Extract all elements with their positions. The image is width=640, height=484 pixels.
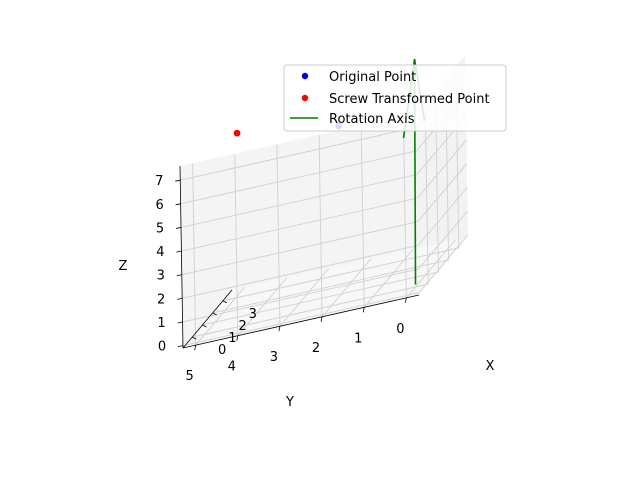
grid-line-z-side xyxy=(181,197,418,252)
z-tick xyxy=(177,345,184,348)
grid-line-z-back xyxy=(418,210,468,270)
x-axis-line xyxy=(182,289,233,349)
grid-line-z-side xyxy=(182,292,420,347)
y-tick-label: 1 xyxy=(354,331,362,346)
grid-line-y-side xyxy=(402,115,407,298)
screw-transformed-point xyxy=(233,129,241,137)
x-tick-label: 1 xyxy=(228,331,236,346)
legend-marker-original xyxy=(301,72,309,80)
grid-line-y-floor xyxy=(406,239,456,299)
legend-label-rotation-axis: Rotation Axis xyxy=(329,112,415,127)
grid-line-z-back xyxy=(417,163,468,223)
tick-marks xyxy=(175,179,407,351)
y-tick-label: 4 xyxy=(228,360,236,375)
y-tick-label: 0 xyxy=(396,322,404,337)
grid-line-z-side xyxy=(180,150,417,205)
grid-line-y-floor xyxy=(279,267,330,327)
grid-line-y-side xyxy=(318,134,323,317)
z-tick-label: 4 xyxy=(156,245,164,260)
y-axis-line xyxy=(182,294,420,349)
z-tick-label: 0 xyxy=(158,340,166,355)
z-tick xyxy=(176,250,182,253)
z-tick-label: 6 xyxy=(155,198,163,213)
z-tick-label: 3 xyxy=(157,269,165,284)
x-tick-label: 0 xyxy=(218,343,226,358)
grid-line-z-back xyxy=(417,139,467,199)
y-tick xyxy=(320,316,323,322)
z-tick xyxy=(176,274,182,277)
z-tick-label: 5 xyxy=(156,221,164,236)
grid-line-x-floor xyxy=(202,271,439,326)
y-tick-label: 3 xyxy=(270,350,278,365)
grid-line-z-side xyxy=(180,126,417,181)
z-tick xyxy=(177,321,183,324)
grid-line-x-floor xyxy=(192,283,429,338)
grid-line-y-side xyxy=(360,125,365,308)
y-tick xyxy=(194,345,197,351)
y-tick-label: 2 xyxy=(312,341,320,356)
grid-line-x-floor xyxy=(212,259,449,314)
y-tick xyxy=(236,335,239,341)
grid-line-y-floor xyxy=(363,249,414,308)
grid-line-z-side xyxy=(182,244,419,299)
z-tick-label: 1 xyxy=(157,316,165,331)
y-tick xyxy=(404,297,407,303)
z-axis-line xyxy=(179,165,184,349)
x-tick-label: 2 xyxy=(238,319,246,334)
legend: Original Point Screw Transformed Point R… xyxy=(283,64,507,132)
y-tick-label: 5 xyxy=(186,369,194,384)
z-tick xyxy=(175,203,181,206)
z-tick xyxy=(177,297,183,300)
grid-line-z-side xyxy=(181,221,418,276)
x-tick-label: 3 xyxy=(249,307,257,322)
x-tick xyxy=(192,336,197,340)
x-tick xyxy=(212,312,217,316)
x-axis-label: X xyxy=(486,359,495,374)
grid-line-z-side xyxy=(180,174,418,228)
legend-label-transformed: Screw Transformed Point xyxy=(329,92,490,107)
z-tick-label: 7 xyxy=(155,174,163,189)
legend-label-original: Original Point xyxy=(329,70,416,85)
grid-line-y-floor xyxy=(321,258,372,318)
x-tick xyxy=(222,300,227,304)
y-axis-label: Y xyxy=(285,395,294,410)
y-tick xyxy=(362,307,365,313)
grid-line-x-back xyxy=(424,102,429,285)
axis-lines xyxy=(179,165,420,349)
legend-marker-transformed xyxy=(301,94,309,102)
y-tick xyxy=(278,326,281,332)
pane-xy xyxy=(183,237,468,348)
grid-line-y-side xyxy=(234,153,239,336)
legend-frame xyxy=(283,64,507,132)
grid-line-z-side xyxy=(182,268,419,323)
z-tick xyxy=(175,179,181,182)
z-tick xyxy=(175,227,182,229)
z-tick-label: 2 xyxy=(157,292,165,307)
grid-line-z-back xyxy=(417,187,468,246)
grid-line-x-floor xyxy=(222,247,459,302)
grid-line-y-side xyxy=(276,144,281,327)
z-axis-label: Z xyxy=(119,259,128,274)
grid-line-y-floor xyxy=(195,286,245,346)
grid-line-y-side xyxy=(192,163,197,346)
x-tick xyxy=(202,324,207,328)
grid-line-y-floor xyxy=(237,277,288,336)
grid-line-z-back xyxy=(418,234,469,293)
